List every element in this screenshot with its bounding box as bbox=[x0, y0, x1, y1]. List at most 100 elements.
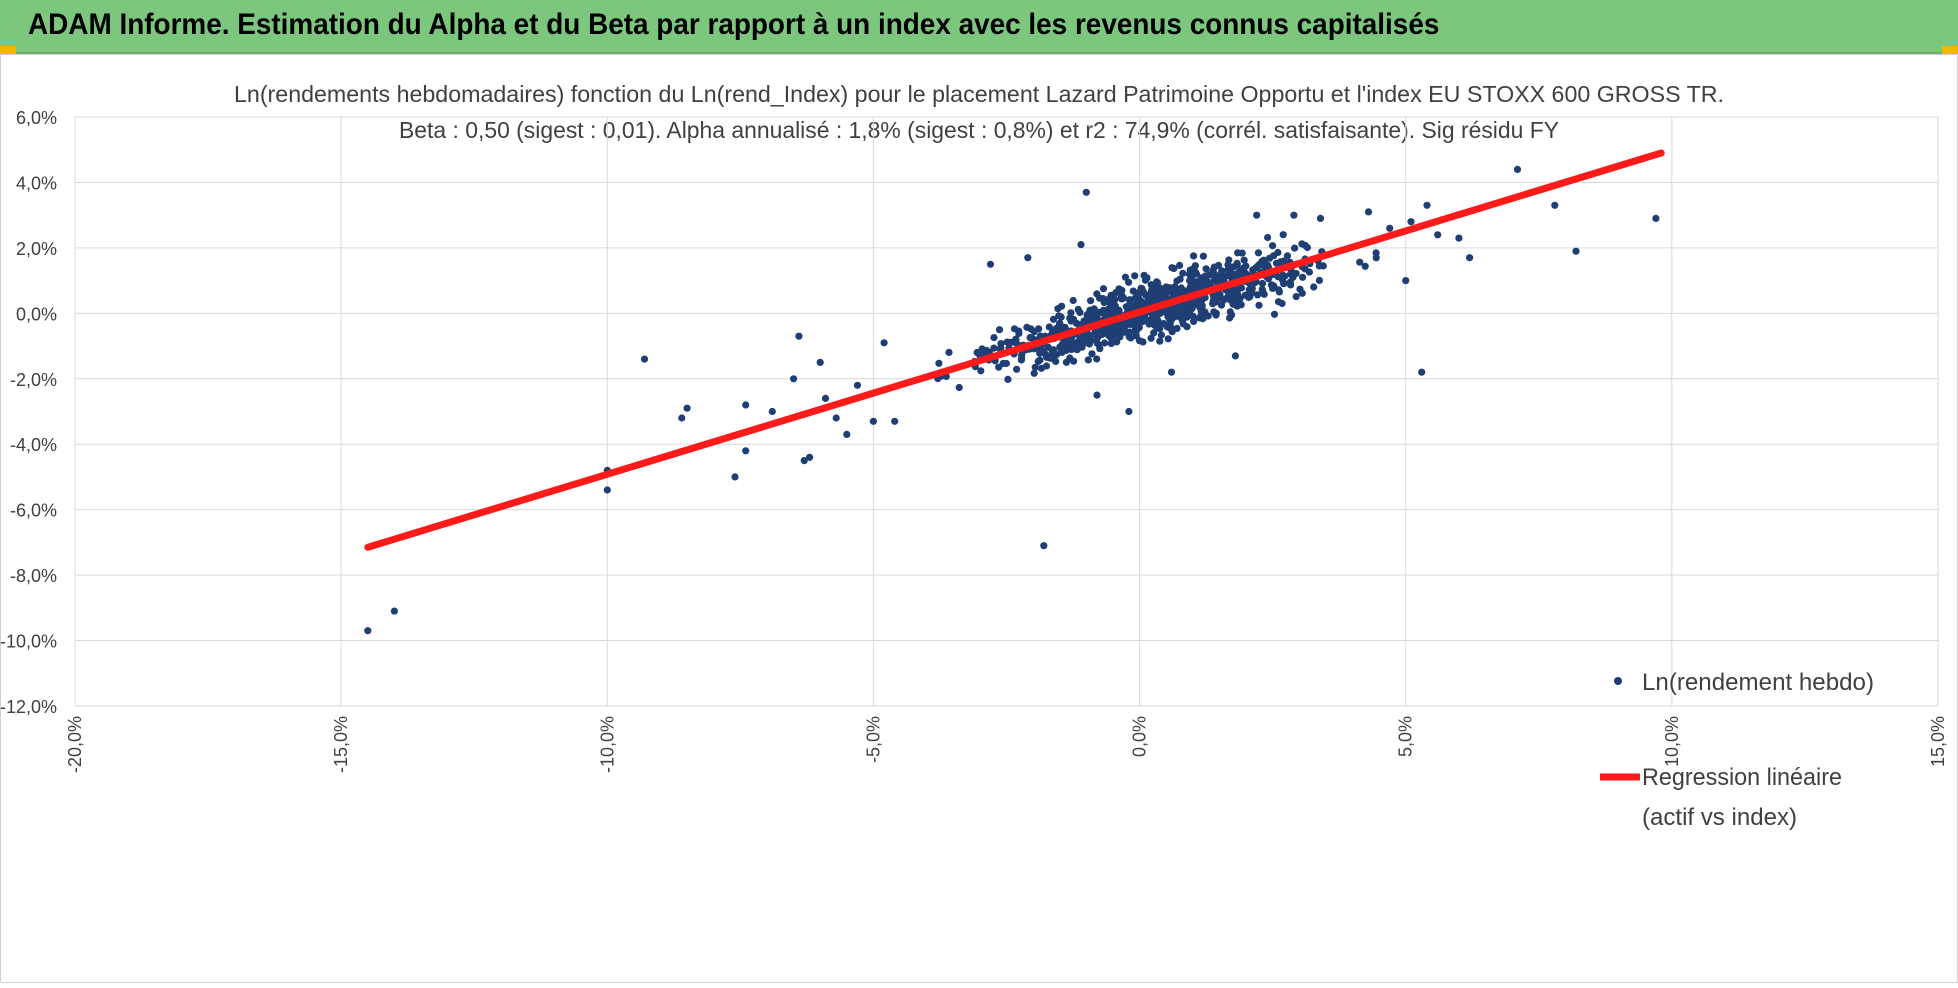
data-point bbox=[1066, 354, 1074, 362]
chart-area: Ln(rendements hebdomadaires) fonction du… bbox=[0, 54, 1958, 983]
data-point bbox=[1049, 315, 1058, 323]
data-point bbox=[1652, 214, 1660, 222]
data-point bbox=[1183, 313, 1191, 321]
data-point bbox=[1234, 290, 1242, 298]
chart-title-line1: Ln(rendements hebdomadaires) fonction du… bbox=[234, 81, 1724, 107]
data-point bbox=[1035, 325, 1043, 333]
data-point bbox=[1212, 309, 1220, 317]
y-axis: -12,0% -10,0% -8,0% -6,0% -4,0% -2,0% 0,0% 2,0%… bbox=[0, 108, 57, 717]
data-point bbox=[1166, 319, 1174, 327]
data-point bbox=[1191, 284, 1199, 292]
data-point bbox=[1074, 343, 1082, 351]
data-point bbox=[995, 363, 1003, 371]
data-point bbox=[1040, 542, 1048, 550]
y-tick-label: -8,0% bbox=[10, 566, 57, 586]
data-point bbox=[1107, 291, 1115, 299]
data-point bbox=[1386, 224, 1394, 232]
data-point bbox=[1316, 214, 1325, 222]
data-point bbox=[1017, 356, 1025, 364]
data-point bbox=[1003, 338, 1011, 346]
data-point bbox=[1361, 262, 1369, 270]
data-point bbox=[795, 332, 803, 340]
data-point bbox=[1132, 332, 1140, 340]
data-point bbox=[1176, 261, 1184, 269]
data-point bbox=[1093, 355, 1101, 363]
data-point bbox=[1231, 352, 1239, 360]
regression-line bbox=[364, 149, 1665, 551]
data-point bbox=[1125, 333, 1133, 341]
data-point bbox=[640, 355, 649, 363]
data-point bbox=[1121, 273, 1129, 281]
data-point bbox=[1170, 264, 1178, 273]
data-point bbox=[1088, 350, 1096, 358]
data-point bbox=[1133, 297, 1141, 305]
data-point bbox=[790, 375, 798, 383]
data-point bbox=[853, 381, 862, 389]
data-point bbox=[1052, 324, 1060, 333]
data-point bbox=[1084, 356, 1092, 364]
data-point bbox=[1226, 314, 1234, 322]
x-axis: -20,0% -15,0% -10,0% -5,0% 0,0% 5,0% 10,0% 15,0… bbox=[65, 716, 1948, 773]
data-point bbox=[1138, 285, 1146, 293]
data-point bbox=[1190, 252, 1198, 260]
corner-accent-right bbox=[1942, 46, 1958, 54]
data-point bbox=[1122, 303, 1130, 311]
data-point bbox=[1099, 306, 1107, 314]
data-point bbox=[1101, 339, 1109, 347]
data-point bbox=[1301, 265, 1309, 273]
data-point bbox=[1259, 288, 1267, 296]
data-point bbox=[1160, 308, 1168, 316]
data-point bbox=[1201, 308, 1209, 316]
grid-lines bbox=[74, 116, 1939, 707]
data-point bbox=[1210, 263, 1218, 271]
data-point bbox=[1218, 267, 1226, 275]
data-point bbox=[1093, 339, 1101, 347]
data-point bbox=[1036, 356, 1044, 364]
data-point bbox=[1162, 293, 1170, 302]
data-point bbox=[1042, 362, 1051, 370]
data-point bbox=[1160, 320, 1168, 328]
data-point bbox=[935, 359, 943, 367]
y-tick-label: -12,0% bbox=[0, 697, 57, 717]
data-point bbox=[978, 345, 986, 353]
data-point bbox=[1296, 285, 1304, 293]
data-point bbox=[1203, 280, 1211, 288]
x-tick-label: -15,0% bbox=[331, 716, 351, 773]
data-point bbox=[1222, 272, 1231, 280]
data-point bbox=[1319, 262, 1327, 270]
report-title: ADAM Informe. Estimation du Alpha et du … bbox=[28, 8, 1440, 41]
data-point bbox=[1156, 337, 1164, 345]
report-banner: ADAM Informe. Estimation du Alpha et du … bbox=[0, 0, 1958, 54]
data-point bbox=[1150, 318, 1158, 326]
data-point bbox=[1270, 310, 1279, 318]
data-point bbox=[1291, 244, 1299, 252]
data-point bbox=[1141, 276, 1149, 284]
data-point bbox=[1052, 357, 1060, 365]
data-point bbox=[1310, 283, 1318, 291]
data-point bbox=[1157, 331, 1165, 339]
x-tick-label: 5,0% bbox=[1396, 716, 1416, 757]
data-point bbox=[977, 367, 985, 375]
data-point bbox=[1260, 256, 1268, 264]
data-point bbox=[1189, 312, 1197, 320]
data-point bbox=[1009, 338, 1018, 346]
data-point bbox=[1108, 308, 1117, 316]
data-point bbox=[1167, 368, 1176, 376]
data-point bbox=[1513, 165, 1522, 173]
data-point bbox=[1152, 295, 1160, 303]
data-point bbox=[800, 457, 808, 465]
data-point bbox=[1126, 296, 1134, 304]
corner-accent-left bbox=[0, 46, 16, 54]
legend-label-regression-line2: (actif vs index) bbox=[1642, 804, 1797, 831]
data-point bbox=[1054, 305, 1062, 313]
data-point bbox=[1274, 298, 1283, 306]
data-point bbox=[1188, 275, 1196, 283]
data-point bbox=[990, 334, 998, 342]
data-point bbox=[1246, 293, 1254, 301]
data-point bbox=[1356, 258, 1364, 266]
y-tick-label: 4,0% bbox=[16, 173, 57, 193]
data-point bbox=[1423, 201, 1431, 209]
data-point bbox=[1254, 249, 1262, 257]
legend-label-points: Ln(rendement hebdo) bbox=[1642, 669, 1874, 696]
data-point bbox=[1077, 241, 1085, 249]
